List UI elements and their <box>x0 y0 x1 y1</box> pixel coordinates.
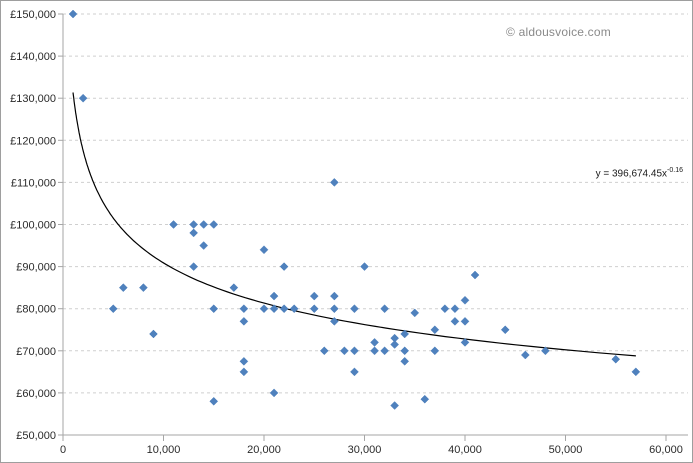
data-point <box>279 304 289 314</box>
data-point <box>631 367 641 377</box>
data-point <box>440 304 450 314</box>
y-tick-label: £60,000 <box>16 388 56 400</box>
x-tick-label: 40,000 <box>448 444 482 456</box>
data-point <box>269 291 279 301</box>
data-point <box>229 283 239 293</box>
data-point <box>390 401 400 410</box>
y-tick-label: £90,000 <box>16 262 56 274</box>
data-point <box>500 325 510 335</box>
data-point <box>239 304 249 314</box>
data-point <box>68 9 78 19</box>
x-tick-label: 20,000 <box>247 444 281 456</box>
data-point <box>118 283 128 293</box>
data-point <box>139 283 148 293</box>
x-tick-label: 60,000 <box>649 444 683 456</box>
data-point <box>199 241 209 250</box>
data-point <box>420 394 430 404</box>
data-point <box>189 220 199 229</box>
data-point <box>199 220 209 229</box>
data-point <box>78 93 88 103</box>
y-tick-label: £130,000 <box>10 93 56 105</box>
data-point <box>329 316 339 326</box>
data-point <box>259 304 269 314</box>
x-tick-label: 0 <box>60 444 66 456</box>
watermark: © aldousvoice.com <box>506 25 611 39</box>
data-point <box>400 346 410 356</box>
data-point <box>329 304 339 314</box>
data-point <box>350 367 359 377</box>
data-point <box>149 329 158 339</box>
y-tick-label: £110,000 <box>11 177 56 189</box>
data-point <box>239 356 249 366</box>
y-tick-label: £120,000 <box>10 135 56 147</box>
data-point <box>400 329 410 339</box>
data-point <box>460 316 470 326</box>
data-point <box>309 304 319 314</box>
data-point <box>239 316 249 326</box>
x-tick-label: 30,000 <box>348 444 382 456</box>
data-point <box>380 304 389 314</box>
data-point <box>209 220 219 229</box>
data-point <box>289 304 299 314</box>
data-point <box>209 304 219 314</box>
data-point <box>340 346 349 356</box>
data-point <box>380 346 389 356</box>
data-point <box>259 245 269 255</box>
data-point <box>350 304 359 314</box>
data-point <box>520 350 530 360</box>
data-point <box>430 346 440 356</box>
trendline-equation-label: y = 396,674.45x-0.16 <box>596 167 683 179</box>
data-point <box>370 338 379 347</box>
equation-base: y = 396,674.45x <box>595 168 668 180</box>
equation-exponent: -0.16 <box>667 167 683 174</box>
data-point <box>450 316 460 326</box>
data-point <box>189 262 199 271</box>
data-point <box>410 308 420 318</box>
data-point <box>460 295 470 305</box>
data-point <box>611 354 621 364</box>
data-point <box>470 270 480 280</box>
data-point <box>239 367 249 377</box>
data-point <box>269 304 279 314</box>
y-tick-label: £50,000 <box>16 430 56 442</box>
data-point <box>390 340 400 349</box>
data-point <box>400 356 410 366</box>
data-point <box>309 291 319 301</box>
y-tick-label: £80,000 <box>16 304 56 316</box>
y-tick-label: £150,000 <box>10 9 56 21</box>
data-point <box>329 291 339 301</box>
y-tick-label: £70,000 <box>16 346 56 358</box>
x-tick-label: 10,000 <box>147 444 181 456</box>
data-point <box>329 178 339 187</box>
data-point <box>269 388 279 398</box>
data-point <box>279 262 289 271</box>
data-point <box>460 338 470 347</box>
data-point <box>169 220 178 229</box>
x-tick-label: 50,000 <box>549 444 583 456</box>
data-point <box>350 346 359 356</box>
data-point <box>370 346 379 356</box>
data-point <box>450 304 460 314</box>
data-point <box>108 304 118 314</box>
data-point <box>189 228 199 238</box>
data-point <box>430 325 440 335</box>
data-point <box>319 346 329 356</box>
data-point <box>541 346 550 356</box>
data-point <box>209 396 219 406</box>
y-tick-label: £100,000 <box>10 220 56 232</box>
trendline <box>72 92 636 357</box>
data-point <box>360 262 369 271</box>
y-tick-label: £140,000 <box>10 51 56 63</box>
